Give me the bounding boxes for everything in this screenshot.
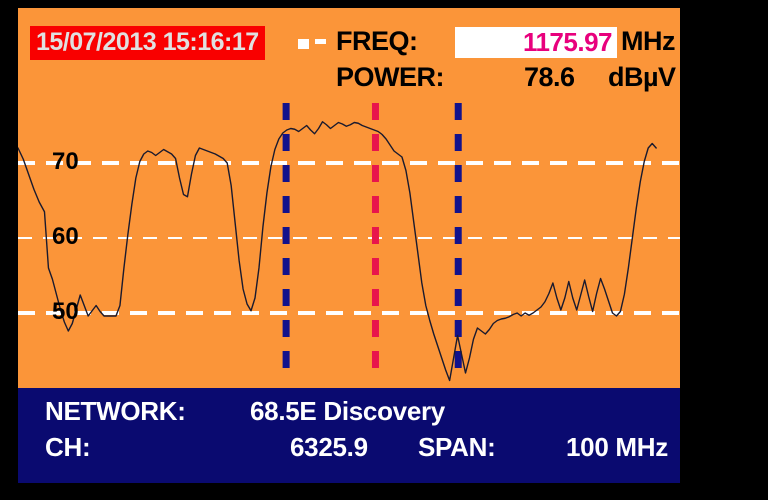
info-panel: NETWORK: 68.5E Discovery CH: 6325.9 SPAN… [18,388,680,483]
frequency-row: FREQ: 1175.97 MHz [336,24,686,58]
power-unit: dBµV [608,62,676,92]
marker-lines-group [282,103,462,382]
span-value: 100 MHz [566,432,668,462]
freq-value: 1175.97 [522,27,613,57]
freq-unit: MHz [621,26,676,56]
network-value: 68.5E Discovery [250,396,445,426]
channel-value: 6325.9 [290,432,368,462]
power-row: POWER: 78.6 dBµV [336,60,686,94]
power-label: POWER: [336,62,445,92]
dashed-connector-icon [298,39,346,49]
y-tick-70: 70 [52,148,79,175]
freq-value-box[interactable]: 1175.97 [455,27,617,58]
spectrum-plot: 70 60 50 [18,103,680,388]
gridlines-group [18,161,680,315]
y-tick-60: 60 [52,223,79,250]
y-tick-50: 50 [52,298,79,325]
datetime-badge: 15/07/2013 15:16:17 [30,26,265,60]
power-value: 78.6 [524,62,575,92]
spectrum-svg [18,103,680,382]
spectrum-panel: 15/07/2013 15:16:17 FREQ: 1175.97 MHz PO… [18,8,680,388]
channel-label: CH: [45,432,91,462]
network-label: NETWORK: [45,396,186,426]
span-label: SPAN: [418,432,496,462]
spectrum-trace [18,121,657,382]
freq-label: FREQ: [336,26,418,56]
